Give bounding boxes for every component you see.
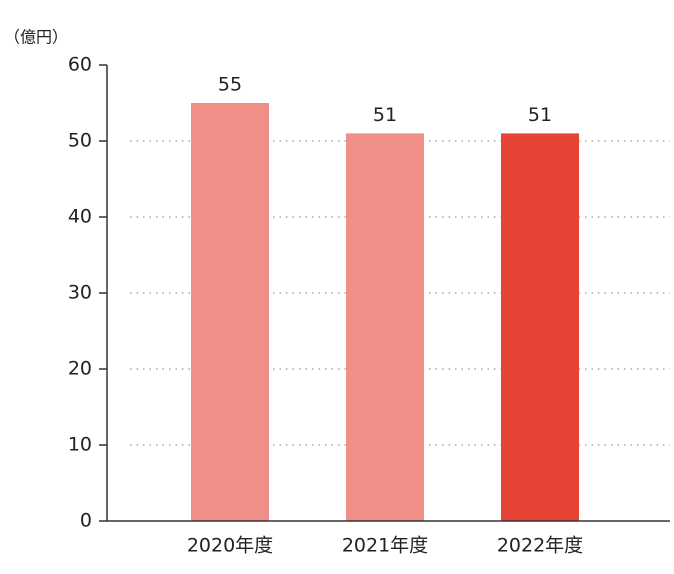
data-label: 51	[373, 104, 397, 126]
bar	[346, 133, 424, 521]
y-tick-label: 10	[68, 434, 92, 456]
x-tick-label: 2021年度	[342, 535, 428, 557]
y-tick-label: 20	[68, 358, 92, 380]
y-axis-label: （億円）	[4, 28, 68, 47]
y-tick-label: 30	[68, 282, 92, 304]
bar	[191, 103, 269, 521]
y-tick-label: 0	[80, 510, 92, 532]
y-tick-label: 40	[68, 206, 92, 228]
bar	[501, 133, 579, 521]
y-tick-label: 60	[68, 54, 92, 76]
data-label: 55	[218, 74, 242, 96]
x-tick-label: 2020年度	[187, 535, 273, 557]
x-tick-label: 2022年度	[497, 535, 583, 557]
data-label: 51	[528, 104, 552, 126]
y-tick-label: 50	[68, 130, 92, 152]
